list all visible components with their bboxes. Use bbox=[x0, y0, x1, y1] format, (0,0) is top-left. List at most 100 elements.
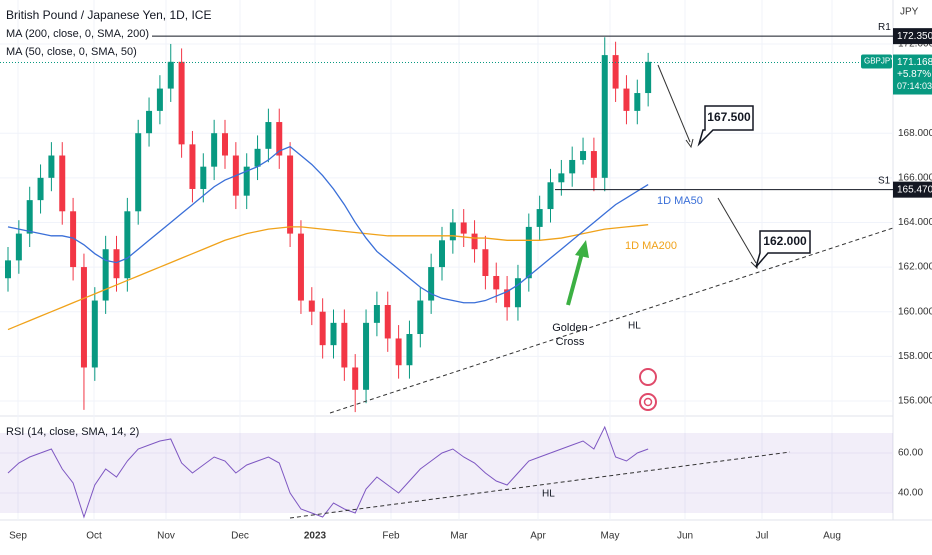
level-tag-label: 165.470 bbox=[897, 184, 932, 195]
candle-body bbox=[525, 226, 532, 279]
candle-body bbox=[645, 61, 652, 94]
candle-body bbox=[297, 233, 304, 301]
level-name: S1 bbox=[878, 175, 891, 186]
candle-body bbox=[384, 305, 391, 339]
candle-body bbox=[26, 200, 33, 234]
candle-body bbox=[428, 267, 435, 301]
candle-body bbox=[482, 249, 489, 276]
change-label: +5.87% bbox=[897, 69, 931, 80]
candle-body bbox=[156, 88, 163, 111]
candle-body bbox=[102, 249, 109, 301]
legend-rsi: RSI (14, close, SMA, 14, 2) bbox=[6, 426, 139, 438]
countdown-label: 07:14:03 bbox=[897, 81, 932, 91]
y-tick-label: 168.000 bbox=[898, 128, 932, 139]
candle-body bbox=[439, 240, 445, 268]
candle-body bbox=[471, 233, 478, 250]
candle-body bbox=[373, 305, 380, 323]
x-tick-label: Mar bbox=[450, 531, 468, 542]
candle-body bbox=[634, 93, 641, 111]
candle-body bbox=[319, 311, 326, 346]
candle-body bbox=[135, 133, 142, 212]
candle-body bbox=[558, 173, 565, 183]
candle-body bbox=[352, 367, 359, 390]
candle-body bbox=[363, 322, 370, 390]
candle-body bbox=[37, 177, 44, 201]
annotation: HL bbox=[628, 321, 641, 332]
trendline bbox=[329, 227, 894, 414]
rsi-trendline bbox=[289, 451, 791, 519]
legend-ma50: MA (50, close, 0, SMA, 50) bbox=[6, 46, 137, 58]
callout bbox=[755, 230, 811, 268]
candle-body bbox=[91, 300, 98, 368]
candle-body bbox=[189, 144, 196, 189]
last-price-tag bbox=[893, 54, 932, 95]
candle-body bbox=[5, 260, 11, 279]
candle-body bbox=[200, 166, 207, 189]
y-tick-label: 166.000 bbox=[898, 172, 932, 183]
y-tick-label: 156.000 bbox=[898, 396, 932, 407]
candle-body bbox=[417, 300, 424, 335]
y-tick-label: 158.000 bbox=[898, 351, 932, 362]
candle-body bbox=[590, 151, 597, 178]
event-icon[interactable] bbox=[639, 368, 657, 386]
x-tick-label: May bbox=[601, 531, 620, 542]
x-tick-label: Jul bbox=[756, 531, 769, 542]
candle-body bbox=[460, 222, 467, 234]
x-tick-label: Jun bbox=[677, 531, 693, 542]
annotation: Cross bbox=[556, 336, 585, 348]
candle-body bbox=[580, 151, 587, 160]
annotation: Golden bbox=[552, 322, 587, 334]
candle-body bbox=[211, 133, 218, 167]
y-tick-label: 164.000 bbox=[898, 217, 932, 228]
callout-label: 167.500 bbox=[707, 110, 751, 124]
candle-body bbox=[536, 209, 543, 227]
symbol-tag bbox=[861, 54, 892, 69]
candle-body bbox=[178, 61, 185, 145]
candle-body bbox=[308, 300, 315, 312]
candle-body bbox=[70, 211, 77, 268]
y-tick-label: 162.000 bbox=[898, 262, 932, 273]
candle-body bbox=[449, 222, 456, 241]
green-arrow-head bbox=[575, 240, 589, 258]
candle-body bbox=[330, 322, 337, 346]
currency: JPY bbox=[900, 7, 919, 18]
candle-body bbox=[124, 211, 131, 279]
x-tick-label: Sep bbox=[9, 531, 27, 542]
candle-body bbox=[265, 122, 272, 149]
candle-body bbox=[113, 249, 120, 279]
x-tick-label: Aug bbox=[823, 531, 841, 542]
arrow-head bbox=[685, 138, 694, 149]
rsi-tick-label: 60.00 bbox=[898, 448, 923, 459]
candle-body bbox=[146, 110, 153, 134]
last-price-label: 171.168 bbox=[897, 57, 932, 68]
candle-body bbox=[167, 61, 174, 89]
candle-body bbox=[547, 182, 554, 210]
candle-body bbox=[569, 159, 576, 174]
rsi-tick-label: 40.00 bbox=[898, 488, 923, 499]
candle-body bbox=[341, 322, 348, 368]
level-tag-label: 172.350 bbox=[897, 31, 932, 42]
event-icon[interactable] bbox=[639, 393, 657, 411]
ma-line bbox=[7, 224, 649, 331]
x-tick-label: 2023 bbox=[304, 531, 327, 542]
candle-body bbox=[623, 88, 630, 111]
candle-body bbox=[243, 166, 250, 196]
candle-body bbox=[287, 155, 294, 234]
candle-body bbox=[48, 155, 55, 178]
chart-title: British Pound / Japanese Yen, 1D, ICE bbox=[6, 8, 211, 22]
x-tick-label: Dec bbox=[231, 531, 249, 542]
candle-body bbox=[504, 289, 511, 308]
ma-label: 1D MA200 bbox=[625, 240, 677, 252]
level-name: R1 bbox=[878, 22, 891, 33]
candle-body bbox=[395, 338, 402, 366]
candle-body bbox=[15, 233, 22, 261]
candle-body bbox=[80, 267, 87, 368]
callout bbox=[697, 105, 754, 147]
x-tick-label: Nov bbox=[157, 531, 175, 542]
ma-label: 1D MA50 bbox=[657, 195, 703, 207]
x-tick-label: Apr bbox=[530, 531, 546, 542]
level-tag bbox=[893, 181, 932, 198]
level-tag bbox=[893, 28, 932, 45]
ma-line bbox=[7, 145, 649, 304]
